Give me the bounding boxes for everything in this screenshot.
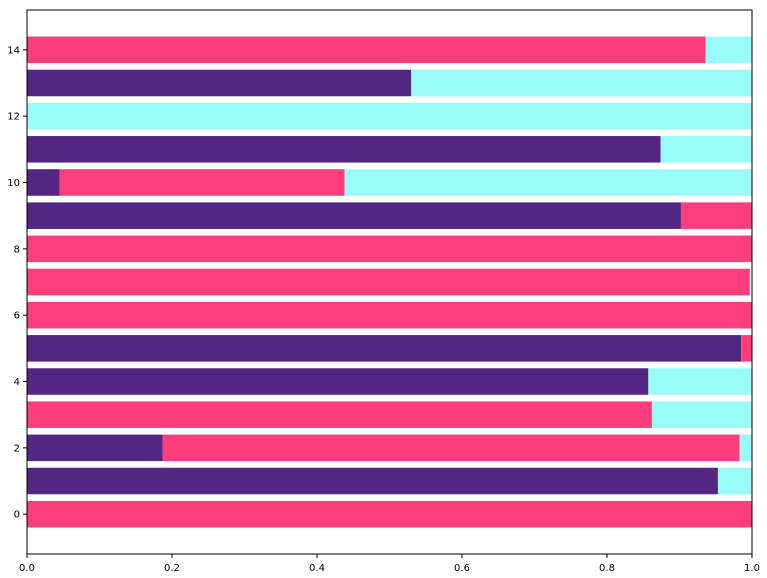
bar-11-segment-2 — [660, 136, 752, 163]
bar-4-segment-2 — [648, 368, 752, 395]
x-tick-label: 1.0 — [744, 563, 760, 574]
plot-frame — [26, 9, 753, 555]
y-tick-label: 10 — [7, 178, 20, 189]
y-tick-label: 2 — [14, 443, 20, 454]
bar-11-segment-0 — [27, 136, 661, 163]
bar-9-segment-1 — [680, 202, 752, 229]
bar-4-segment-0 — [27, 368, 649, 395]
bar-13-segment-2 — [411, 69, 752, 97]
bar-1-segment-2 — [717, 467, 752, 495]
x-tick-label: 0.8 — [599, 563, 615, 574]
bar-3-segment-1 — [27, 401, 652, 428]
x-tick-label: 0.2 — [164, 563, 180, 574]
y-axis-ticks: 0 2 4 6 8 10 12 14 — [7, 45, 27, 521]
bar-1-segment-0 — [27, 467, 718, 495]
bar-10-segment-1 — [59, 169, 345, 196]
x-axis-ticks: 0.0 0.2 0.4 0.6 0.8 1.0 — [19, 554, 760, 574]
x-tick-label: 0.4 — [309, 563, 325, 574]
y-tick-label: 4 — [14, 377, 20, 388]
x-tick-label: 0.6 — [454, 563, 470, 574]
bar-10-segment-0 — [27, 169, 60, 196]
bar-2-segment-1 — [162, 434, 740, 462]
bar-5-segment-0 — [27, 335, 742, 362]
bars-group — [27, 36, 752, 528]
y-tick-label: 14 — [7, 45, 20, 56]
bar-7-segment-1 — [27, 268, 750, 296]
bar-2-segment-0 — [27, 434, 163, 462]
bar-6-segment-1 — [27, 301, 752, 329]
bar-10-segment-2 — [344, 169, 752, 196]
bar-9-segment-0 — [27, 202, 681, 229]
bar-2-segment-2 — [739, 434, 752, 462]
bar-0-segment-1 — [27, 500, 752, 528]
bar-8-segment-1 — [27, 235, 752, 263]
bar-13-segment-0 — [27, 69, 412, 97]
bar-5-segment-1 — [741, 335, 752, 362]
bar-14-segment-2 — [705, 36, 752, 64]
y-tick-label: 8 — [14, 244, 20, 255]
y-tick-label: 12 — [7, 112, 20, 123]
x-tick-label: 0.0 — [19, 563, 35, 574]
y-tick-label: 6 — [14, 311, 20, 322]
bar-3-segment-2 — [651, 401, 752, 428]
bar-14-segment-1 — [27, 36, 706, 64]
y-tick-label: 0 — [14, 510, 20, 521]
bar-12-segment-2 — [27, 102, 752, 130]
